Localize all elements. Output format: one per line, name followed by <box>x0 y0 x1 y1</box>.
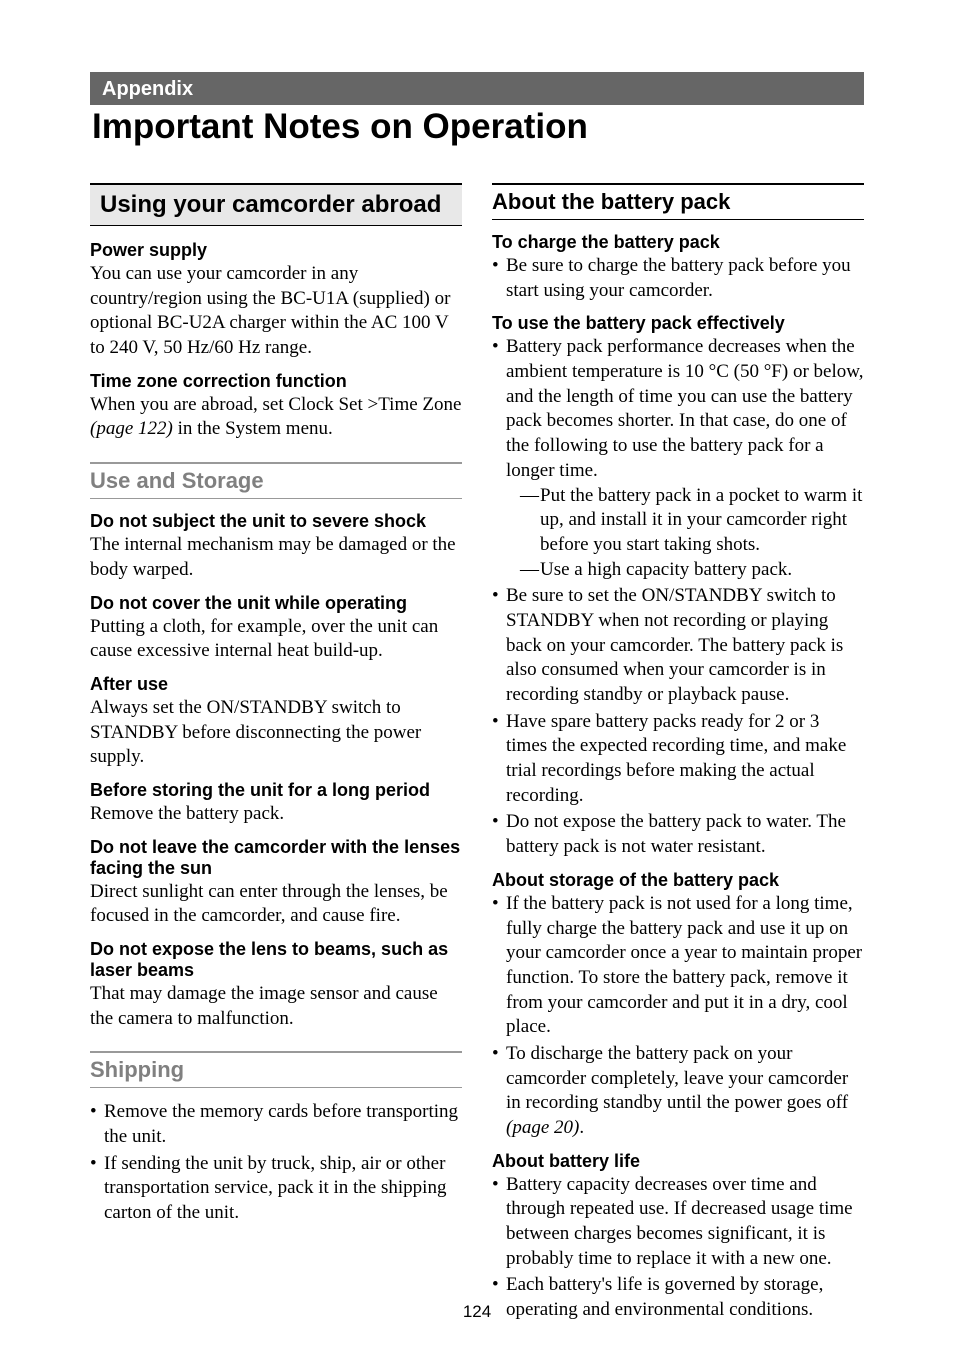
effective-list: Battery pack performance decreases when … <box>492 335 864 859</box>
heading-life: About battery life <box>492 1151 864 1172</box>
storage-item-2: To discharge the battery pack on your ca… <box>492 1042 864 1141</box>
text-time-zone-1: When you are abroad, set Clock Set >Time… <box>90 394 461 415</box>
heading-storage-battery: About storage of the battery pack <box>492 870 864 891</box>
effective-item-1-text: Battery pack performance decreases when … <box>506 336 863 480</box>
effective-item-3: Have spare battery packs ready for 2 or … <box>492 710 864 809</box>
effective-item-1: Battery pack performance decreases when … <box>492 335 864 582</box>
storage-item-2-text2: . <box>579 1117 584 1138</box>
heading-sun: Do not leave the camcorder with the lens… <box>90 837 462 879</box>
content-columns: Using your camcorder abroad Power supply… <box>90 183 864 1325</box>
heading-storing: Before storing the unit for a long perio… <box>90 780 462 801</box>
shipping-list: Remove the memory cards before transport… <box>90 1100 462 1225</box>
text-storing: Remove the battery pack. <box>90 802 462 827</box>
effective-sub-1: Put the battery pack in a pocket to warm… <box>520 484 864 558</box>
charge-list: Be sure to charge the battery pack befor… <box>492 254 864 303</box>
text-sun: Direct sunlight can enter through the le… <box>90 880 462 929</box>
heading-shock: Do not subject the unit to severe shock <box>90 511 462 532</box>
text-after-use: Always set the ON/STANDBY switch to STAN… <box>90 696 462 770</box>
heading-laser: Do not expose the lens to beams, such as… <box>90 939 462 981</box>
text-time-zone: When you are abroad, set Clock Set >Time… <box>90 393 462 442</box>
page-ref-122: (page 122) <box>90 418 173 439</box>
effective-item-4: Do not expose the battery pack to water.… <box>492 810 864 859</box>
life-list: Battery capacity decreases over time and… <box>492 1173 864 1323</box>
page-number: 124 <box>0 1302 954 1322</box>
page-ref-20: (page 20) <box>506 1117 579 1138</box>
section-use-storage: Use and Storage <box>90 462 462 499</box>
text-laser: That may damage the image sensor and cau… <box>90 982 462 1031</box>
appendix-bar: Appendix <box>90 72 864 105</box>
heading-power-supply: Power supply <box>90 240 462 261</box>
text-cover: Putting a cloth, for example, over the u… <box>90 615 462 664</box>
shipping-item-2: If sending the unit by truck, ship, air … <box>90 1152 462 1226</box>
heading-effective: To use the battery pack effectively <box>492 313 864 334</box>
text-time-zone-2: in the System menu. <box>173 418 333 439</box>
text-power-supply: You can use your camcorder in any countr… <box>90 262 462 361</box>
section-camcorder-abroad: Using your camcorder abroad <box>90 183 462 226</box>
right-column: About the battery pack To charge the bat… <box>492 183 864 1325</box>
effective-sub-2: Use a high capacity battery pack. <box>520 558 864 583</box>
section-shipping: Shipping <box>90 1051 462 1088</box>
charge-item-1: Be sure to charge the battery pack befor… <box>492 254 864 303</box>
storage-item-1: If the battery pack is not used for a lo… <box>492 892 864 1040</box>
page-title: Important Notes on Operation <box>90 107 864 147</box>
text-shock: The internal mechanism may be damaged or… <box>90 533 462 582</box>
heading-time-zone: Time zone correction function <box>90 371 462 392</box>
life-item-1: Battery capacity decreases over time and… <box>492 1173 864 1272</box>
heading-cover: Do not cover the unit while operating <box>90 593 462 614</box>
effective-item-2: Be sure to set the ON/STANDBY switch to … <box>492 584 864 707</box>
storage-item-2-text1: To discharge the battery pack on your ca… <box>506 1043 848 1113</box>
heading-after-use: After use <box>90 674 462 695</box>
shipping-item-1: Remove the memory cards before transport… <box>90 1100 462 1149</box>
storage-list: If the battery pack is not used for a lo… <box>492 892 864 1141</box>
left-column: Using your camcorder abroad Power supply… <box>90 183 462 1325</box>
heading-charge: To charge the battery pack <box>492 232 864 253</box>
effective-sublist: Put the battery pack in a pocket to warm… <box>506 484 864 583</box>
section-battery: About the battery pack <box>492 183 864 220</box>
